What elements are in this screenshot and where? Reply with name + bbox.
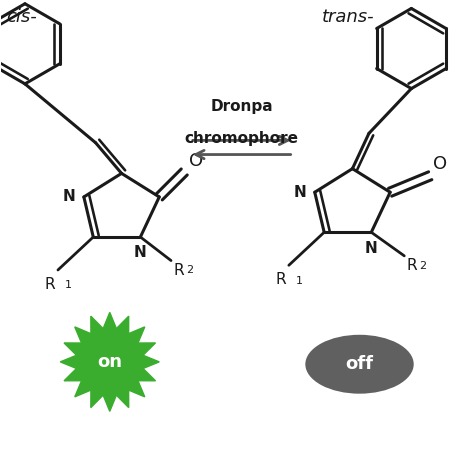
Polygon shape (60, 312, 159, 411)
Text: 1: 1 (296, 276, 303, 286)
Text: N: N (293, 185, 306, 200)
Text: chromophore: chromophore (185, 131, 299, 146)
Text: N: N (63, 190, 75, 204)
Text: O: O (189, 152, 203, 170)
Text: R: R (45, 277, 55, 292)
Text: off: off (346, 355, 374, 373)
Text: R: R (407, 258, 417, 273)
Text: on: on (97, 353, 122, 371)
Text: R: R (276, 273, 286, 287)
Text: trans-: trans- (322, 9, 374, 27)
Text: cis-: cis- (6, 9, 37, 27)
Text: Dronpa: Dronpa (210, 100, 273, 115)
Text: R: R (173, 263, 184, 278)
Text: N: N (134, 246, 147, 261)
Text: O: O (433, 155, 447, 173)
Text: 2: 2 (419, 261, 427, 271)
Text: 1: 1 (65, 280, 72, 291)
Text: 2: 2 (186, 265, 193, 275)
Ellipse shape (305, 335, 414, 394)
Text: N: N (365, 241, 378, 256)
